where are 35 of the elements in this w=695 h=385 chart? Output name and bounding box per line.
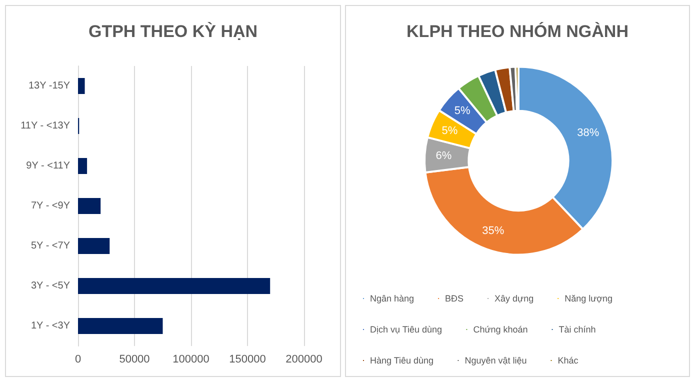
legend-label: Hàng Tiêu dùng (370, 356, 434, 366)
y-tick-label: 13Y -15Y (28, 80, 70, 92)
y-tick-label: 7Y - <9Y (30, 200, 70, 212)
x-tick-label: 100000 (172, 354, 210, 366)
legend-label: Ngân hàng (370, 294, 414, 304)
chart-title: KLPH THEO NHÓM NGÀNH (406, 21, 628, 41)
legend-label: Xây dựng (494, 294, 534, 304)
y-tick-label: 1Y - <3Y (30, 320, 70, 332)
data-label: 6% (436, 150, 452, 162)
legend-label: Năng lượng (564, 294, 613, 304)
data-label: 5% (454, 105, 470, 118)
chart-title: GTPH THEO KỲ HẠN (88, 21, 258, 41)
x-tick-label: 200000 (286, 354, 322, 366)
x-tick-label: 0 (74, 354, 82, 366)
legend-label: Dịch vụ Tiêu dùng (370, 324, 442, 334)
legend-label: Nguyên vật liệu (464, 356, 527, 366)
bar (78, 278, 270, 294)
y-tick-label: 11Y - <13Y (20, 120, 70, 132)
bar (78, 198, 101, 214)
legend-label: BĐS (445, 294, 464, 304)
bar (78, 238, 110, 254)
y-tick-label: 3Y - <5Y (30, 280, 70, 292)
data-label: 38% (577, 127, 600, 140)
x-tick-label: 150000 (229, 354, 266, 366)
bar (78, 78, 85, 94)
legend-label: Khác (558, 356, 579, 366)
legend-label: Chứng khoán (473, 324, 528, 334)
bar (78, 318, 163, 334)
x-tick-label: 50000 (119, 354, 150, 366)
data-label: 35% (482, 225, 504, 238)
bar (78, 158, 88, 174)
y-tick-label: 5Y - <7Y (30, 240, 70, 252)
data-label: 5% (442, 124, 458, 137)
legend-label: Tài chính (558, 324, 596, 334)
y-tick-label: 9Y - <11Y (26, 160, 70, 172)
